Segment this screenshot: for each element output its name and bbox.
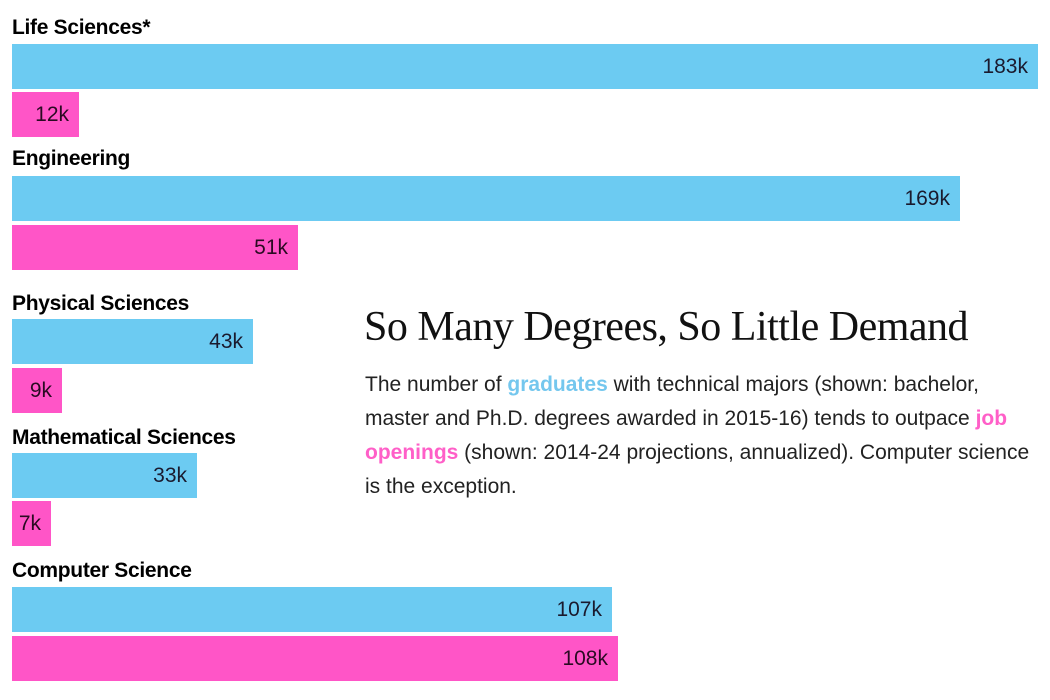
legend-job-openings: job openings — [365, 407, 1008, 464]
legend-graduates: graduates — [507, 373, 608, 396]
data-label: 9k — [29, 379, 52, 402]
category-label: Life Sciences* — [12, 16, 151, 39]
data-label: 107k — [556, 598, 602, 621]
chart-description: The number of graduates with technical m… — [365, 368, 1045, 504]
data-label: 108k — [562, 647, 608, 670]
bar-graduates: 169k — [12, 176, 960, 221]
category-label: Mathematical Sciences — [12, 426, 236, 449]
category-label: Physical Sciences — [12, 292, 190, 315]
bar-graduates: 107k — [12, 587, 612, 632]
description-text: with technical majors (shown: bachelor, … — [365, 373, 979, 430]
data-label: 43k — [209, 330, 243, 353]
description-text: The number of — [365, 373, 508, 396]
category-label: Computer Science — [12, 559, 192, 582]
bar-job-openings: 12k — [12, 92, 79, 137]
data-label: 12k — [35, 103, 69, 126]
chart-title: So Many Degrees, So Little Demand — [364, 304, 969, 350]
data-label: 51k — [254, 236, 288, 259]
description-text: (shown: 2014-24 projections, annualized)… — [365, 441, 1030, 498]
bar-graduates: 183k — [12, 44, 1038, 89]
data-label: 33k — [153, 464, 187, 487]
data-label: 7k — [18, 512, 41, 535]
bar-job-openings: 9k — [12, 368, 62, 413]
data-label: 183k — [982, 55, 1028, 78]
data-label: 169k — [904, 187, 950, 210]
bar-job-openings: 108k — [12, 636, 618, 681]
bar-job-openings: 7k — [12, 501, 51, 546]
category-label: Engineering — [12, 147, 131, 170]
bar-graduates: 33k — [12, 453, 197, 498]
bar-graduates: 43k — [12, 319, 253, 364]
bar-job-openings: 51k — [12, 225, 298, 270]
